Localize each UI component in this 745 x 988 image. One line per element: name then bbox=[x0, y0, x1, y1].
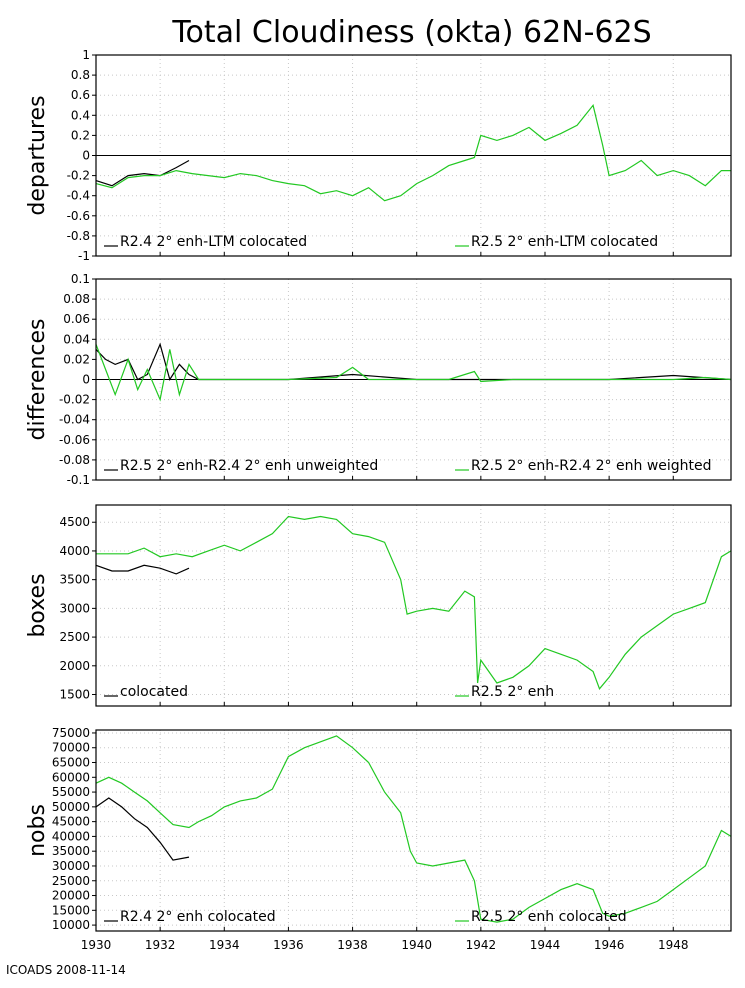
legend-label: R2.4 2° enh colocated bbox=[120, 909, 276, 925]
x-tick-label: 1938 bbox=[337, 938, 368, 952]
panel-nobs: 7500070000650006000055000500004500040000… bbox=[25, 726, 732, 932]
y-tick-label: 75000 bbox=[52, 726, 90, 740]
y-tick-label: 55000 bbox=[52, 785, 90, 799]
y-tick-label: -0.8 bbox=[67, 229, 90, 243]
y-tick-label: 0.8 bbox=[71, 68, 90, 82]
plot-frame bbox=[95, 729, 732, 932]
y-tick-label: -1 bbox=[78, 249, 90, 263]
y-tick-label: 20000 bbox=[52, 889, 90, 903]
x-tick-label: 1934 bbox=[209, 938, 240, 952]
y-tick-label: 0.02 bbox=[63, 352, 90, 366]
y-tick-label: -0.04 bbox=[59, 413, 90, 427]
y-tick-label: 70000 bbox=[52, 741, 90, 755]
legend-label: R2.5 2° enh colocated bbox=[471, 909, 627, 925]
legend-label: R2.4 2° enh-LTM colocated bbox=[120, 234, 307, 250]
y-tick-label: 2000 bbox=[59, 659, 90, 673]
y-tick-label: -0.2 bbox=[67, 169, 90, 183]
series-line-1 bbox=[95, 797, 190, 861]
y-tick-label: 0 bbox=[82, 373, 90, 387]
series-line-1 bbox=[95, 564, 190, 575]
panel-boxes: 4500 4000 3500 3000 2500 2000 1500 boxes colocat… bbox=[25, 504, 732, 707]
y-tick-label: 60000 bbox=[52, 770, 90, 784]
y-tick-label: 35000 bbox=[52, 844, 90, 858]
y-tick-label: 0.08 bbox=[63, 292, 90, 306]
y-tick-label: 65000 bbox=[52, 756, 90, 770]
y-tick-label: -0.06 bbox=[59, 433, 90, 447]
legend-label: R2.5 2° enh-LTM colocated bbox=[471, 234, 658, 250]
y-tick-label: 0 bbox=[82, 149, 90, 163]
y-tick-label: 2500 bbox=[59, 630, 90, 644]
panel-differences: 0.1 0.08 0.06 0.04 0.02 0 -0.02 -0.04 -0.06 -0.08… bbox=[25, 272, 732, 487]
x-tick-label: 1942 bbox=[466, 938, 497, 952]
series-line-2 bbox=[95, 103, 731, 202]
y-tick-label: -0.08 bbox=[59, 453, 90, 467]
x-tick-label: 1946 bbox=[594, 938, 625, 952]
y-tick-label: 0.6 bbox=[71, 88, 90, 102]
y-tick-label: 45000 bbox=[52, 815, 90, 829]
y-tick-label: -0.4 bbox=[67, 189, 90, 203]
y-tick-label: 3000 bbox=[59, 601, 90, 615]
legend-label: R2.5 2° enh-R2.4 2° enh weighted bbox=[471, 458, 712, 474]
chart-panels: 1 0.8 0.6 0.4 0.2 0 -0.2 -0.4 -0.6 -0.8 -1 departur… bbox=[25, 48, 732, 932]
y-tick-label: 0.2 bbox=[71, 128, 90, 142]
chart-title: Total Cloudiness (okta) 62N-62S bbox=[171, 15, 651, 50]
panel-departures: 1 0.8 0.6 0.4 0.2 0 -0.2 -0.4 -0.6 -0.8 -1 departur… bbox=[25, 48, 732, 263]
series-line-1 bbox=[95, 342, 732, 381]
legend-label: R2.5 2° enh bbox=[471, 684, 554, 700]
y-tick-label: -0.6 bbox=[67, 209, 90, 223]
series-line-1 bbox=[95, 159, 190, 187]
y-tick-label: 4000 bbox=[59, 544, 90, 558]
y-tick-label: 0.1 bbox=[71, 272, 90, 286]
x-tick-label: 1944 bbox=[530, 938, 561, 952]
series-line-2 bbox=[95, 735, 732, 923]
y-tick-label: 0.4 bbox=[71, 108, 90, 122]
legend-label: R2.5 2° enh-R2.4 2° enh unweighted bbox=[120, 458, 378, 474]
legend-label: colocated bbox=[120, 684, 188, 700]
plot-frame bbox=[95, 278, 732, 481]
credit-label: ICOADS 2008-11-14 bbox=[6, 963, 126, 977]
y-tick-label: 30000 bbox=[52, 859, 90, 873]
y-tick-label: -0.1 bbox=[67, 473, 90, 487]
x-axis: 1930 1932 1934 1936 1938 1940 1942 1944 1946 1948 bbox=[81, 938, 689, 952]
plot-frame bbox=[95, 54, 732, 257]
y-tick-label: -0.02 bbox=[59, 393, 90, 407]
y-tick-label: 15000 bbox=[52, 903, 90, 917]
x-tick-label: 1936 bbox=[273, 938, 304, 952]
y-tick-label: 0.04 bbox=[63, 332, 90, 346]
y-tick-label: 3500 bbox=[59, 573, 90, 587]
series-line-2 bbox=[96, 515, 732, 690]
series-line-2 bbox=[95, 344, 732, 402]
y-tick-label: 40000 bbox=[52, 829, 90, 843]
x-tick-label: 1930 bbox=[81, 938, 112, 952]
y-tick-label: 1 bbox=[82, 48, 90, 62]
y-tick-label: 10000 bbox=[52, 918, 90, 932]
y-tick-label: 25000 bbox=[52, 874, 90, 888]
x-tick-label: 1948 bbox=[658, 938, 689, 952]
y-tick-label: 1500 bbox=[59, 688, 90, 702]
y-axis-label: nobs bbox=[25, 804, 50, 857]
plot-frame bbox=[95, 504, 732, 707]
y-axis-label: departures bbox=[25, 95, 50, 215]
y-tick-label: 0.06 bbox=[63, 312, 90, 326]
y-axis-label: differences bbox=[25, 319, 50, 441]
y-tick-label: 50000 bbox=[52, 800, 90, 814]
y-tick-label: 4500 bbox=[59, 515, 90, 529]
x-tick-label: 1932 bbox=[145, 938, 176, 952]
x-tick-label: 1940 bbox=[401, 938, 432, 952]
y-axis-label: boxes bbox=[25, 573, 50, 637]
